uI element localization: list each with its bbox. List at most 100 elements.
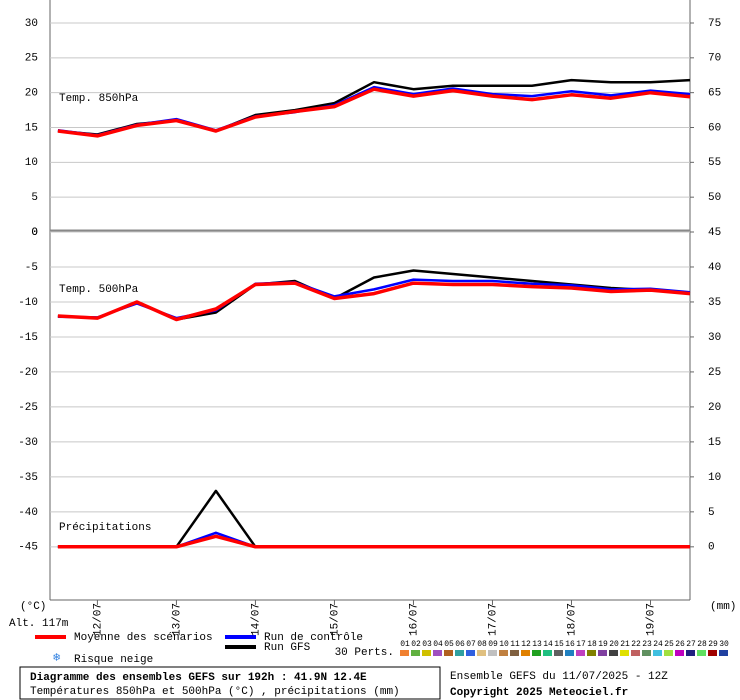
member-label: 15 <box>554 640 564 649</box>
members-label: 30 Perts. <box>335 647 394 659</box>
legend-label: Moyenne des scénarios <box>74 632 213 644</box>
footer-subtitle: Températures 850hPa et 500hPa (°C) , pré… <box>30 686 400 698</box>
y2-tick-label: 70 <box>708 53 721 65</box>
unit-right: (mm) <box>710 601 736 613</box>
y2-tick-label: 60 <box>708 122 721 134</box>
member-label: 20 <box>609 640 619 649</box>
member-label: 17 <box>576 640 586 649</box>
member-swatch <box>576 650 585 656</box>
y2-tick-label: 35 <box>708 297 721 309</box>
unit-left: (°C) <box>20 601 46 613</box>
member-swatch <box>400 650 409 656</box>
member-swatch <box>422 650 431 656</box>
member-swatch <box>411 650 420 656</box>
legend-label: Run de contrôle <box>264 632 363 644</box>
member-swatch <box>499 650 508 656</box>
member-label: 09 <box>488 640 498 649</box>
panel-label: Précipitations <box>59 522 151 534</box>
altitude: Alt. 117m <box>9 618 69 630</box>
member-label: 13 <box>532 640 542 649</box>
member-label: 06 <box>455 640 465 649</box>
member-label: 23 <box>642 640 652 649</box>
member-label: 28 <box>697 640 707 649</box>
member-label: 11 <box>510 640 520 649</box>
member-swatch <box>697 650 706 656</box>
y2-tick-label: 50 <box>708 192 721 204</box>
y-tick-label: -45 <box>18 542 38 554</box>
y-tick-label: -20 <box>18 367 38 379</box>
member-label: 30 <box>719 640 729 649</box>
member-swatch <box>598 650 607 656</box>
y-tick-label: 5 <box>31 192 38 204</box>
title-box <box>19 666 441 700</box>
member-label: 14 <box>543 640 553 649</box>
member-swatch <box>532 650 541 656</box>
member-swatch <box>444 650 453 656</box>
member-swatch <box>433 650 442 656</box>
x-tick-label: 18/07 <box>566 603 578 636</box>
member-swatch <box>686 650 695 656</box>
series-line <box>57 87 691 138</box>
member-label: 02 <box>411 640 421 649</box>
x-tick-label: 19/07 <box>645 603 657 636</box>
member-label: 18 <box>587 640 597 649</box>
y-tick-label: 0 <box>31 227 38 239</box>
member-label: 26 <box>675 640 685 649</box>
y2-tick-label: 30 <box>708 332 721 344</box>
y2-tick-label: 75 <box>708 18 721 30</box>
member-swatch <box>488 650 497 656</box>
series-line <box>57 534 690 549</box>
y-tick-label: 20 <box>25 88 38 100</box>
member-label: 22 <box>631 640 641 649</box>
member-label: 03 <box>422 640 432 649</box>
x-tick-label: 16/07 <box>408 603 420 636</box>
y-tick-label: -40 <box>18 507 38 519</box>
member-swatch <box>587 650 596 656</box>
member-swatch <box>510 650 519 656</box>
member-label: 08 <box>477 640 487 649</box>
member-swatch <box>455 650 464 656</box>
y2-tick-label: 20 <box>708 402 721 414</box>
member-label: 12 <box>521 640 531 649</box>
y-tick-label: -15 <box>18 332 38 344</box>
member-swatch <box>620 650 629 656</box>
y-tick-label: -25 <box>18 402 38 414</box>
legend-label: Run GFS <box>264 642 311 654</box>
y-tick-label: -10 <box>18 297 38 309</box>
snow-label: Risque neige <box>74 654 153 666</box>
series-line <box>57 281 691 322</box>
x-tick-label: 13/07 <box>171 603 183 636</box>
member-label: 05 <box>444 640 454 649</box>
y-tick-label: 25 <box>25 53 38 65</box>
member-label: 24 <box>653 640 663 649</box>
y2-tick-label: 40 <box>708 262 721 274</box>
member-swatch <box>675 650 684 656</box>
y-tick-label: 10 <box>25 157 38 169</box>
member-label: 29 <box>708 640 718 649</box>
y2-tick-label: 0 <box>708 542 715 554</box>
member-swatch <box>466 650 475 656</box>
member-label: 25 <box>664 640 674 649</box>
y-tick-label: 15 <box>25 122 38 134</box>
y-tick-label: -35 <box>18 472 38 484</box>
y-tick-label: 30 <box>25 18 38 30</box>
member-label: 10 <box>499 640 509 649</box>
y2-tick-label: 65 <box>708 88 721 100</box>
y-tick-label: 0 <box>31 227 38 239</box>
member-swatch <box>521 650 530 656</box>
member-swatch <box>543 650 552 656</box>
member-label: 04 <box>433 640 443 649</box>
member-swatch <box>631 650 640 656</box>
member-swatch <box>719 650 728 656</box>
member-swatch <box>642 650 651 656</box>
member-label: 01 <box>400 640 410 649</box>
y2-tick-label: 55 <box>708 157 721 169</box>
member-label: 21 <box>620 640 630 649</box>
member-swatch <box>708 650 717 656</box>
x-tick-label: 17/07 <box>487 603 499 636</box>
x-tick-label: 14/07 <box>250 603 262 636</box>
member-swatch <box>554 650 563 656</box>
y-tick-label: -30 <box>18 437 38 449</box>
footer-title: Diagramme des ensembles GEFS sur 192h : … <box>30 672 367 684</box>
